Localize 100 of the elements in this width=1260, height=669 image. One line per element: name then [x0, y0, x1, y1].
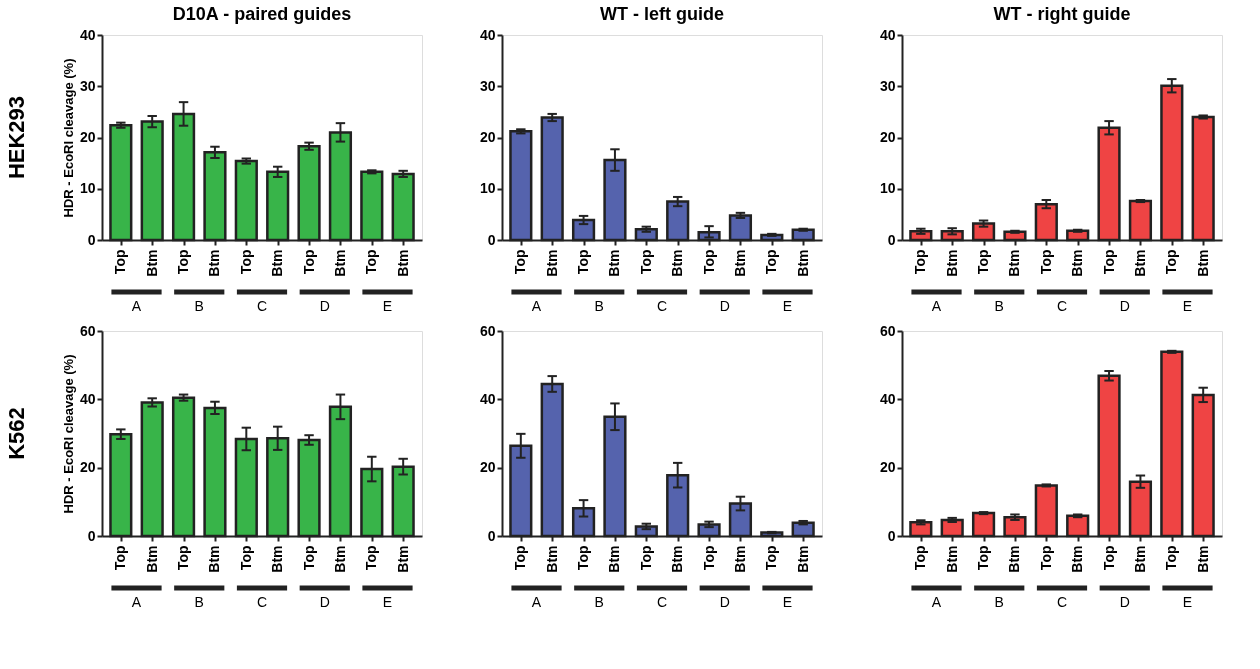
y-tick-label: 40: [479, 26, 496, 43]
x-tick-label: Btm: [943, 249, 960, 277]
text: D: [1119, 298, 1130, 314]
x-tick-label: Btm: [394, 545, 411, 573]
text: A: [931, 594, 942, 610]
x-tick-label: Btm: [943, 545, 960, 573]
x-tick-label: Btm: [669, 545, 686, 573]
x-tick-label: Top: [1100, 545, 1117, 571]
y-tick-label: 40: [79, 26, 96, 43]
y-tick-label: 40: [879, 26, 896, 43]
x-tick-label: Btm: [269, 249, 286, 277]
x-tick-label: Btm: [143, 249, 160, 277]
x-tick-label: Top: [637, 545, 654, 571]
y-tick-label: 30: [479, 77, 496, 94]
x-tick-label: Top: [512, 545, 529, 571]
y-tick-label: 10: [479, 180, 496, 197]
x-tick-label: Top: [912, 249, 929, 275]
text: D: [1119, 594, 1130, 610]
y-tick-label: 0: [887, 231, 896, 248]
x-tick-label: Btm: [606, 249, 623, 277]
y-tick-label: 0: [487, 527, 496, 544]
x-tick-label: Top: [763, 545, 780, 571]
text: D: [319, 298, 330, 314]
text: C: [1056, 298, 1068, 314]
text: HEK293: [4, 95, 29, 180]
y-tick-label: 60: [479, 322, 496, 339]
x-tick-label: Top: [1100, 249, 1117, 275]
y-tick-label: 10: [79, 180, 96, 197]
text: C: [656, 594, 668, 610]
y-tick-label: 0: [887, 527, 896, 544]
chart-title: WT - right guide: [993, 4, 1131, 24]
x-tick-label: Btm: [206, 249, 223, 277]
y-tick-label: 30: [879, 77, 896, 94]
x-tick-label: Btm: [543, 545, 560, 573]
y-tick-label: 30: [79, 77, 96, 94]
x-tick-label: Btm: [731, 249, 748, 277]
x-tick-label: Top: [1037, 545, 1054, 571]
x-tick-label: Top: [637, 249, 654, 275]
x-tick-label: Top: [1163, 545, 1180, 571]
y-tick-label: 0: [487, 231, 496, 248]
text: E: [782, 594, 793, 610]
text: E: [1182, 298, 1193, 314]
text: B: [994, 594, 1004, 610]
x-tick-label: Btm: [669, 249, 686, 277]
y-tick-label: 40: [479, 390, 496, 407]
x-tick-label: Btm: [1006, 545, 1023, 573]
text: C: [256, 298, 268, 314]
y-tick-label: 20: [479, 459, 496, 476]
y-axis-title: HDR - EcoRI cleavage (%): [60, 354, 76, 514]
chart-title: WT - left guide: [600, 4, 724, 24]
x-tick-label: Btm: [1069, 545, 1086, 573]
x-tick-label: Top: [1163, 249, 1180, 275]
x-tick-label: Btm: [1131, 249, 1148, 277]
x-tick-label: Top: [512, 249, 529, 275]
text: D: [719, 594, 730, 610]
x-tick-label: Btm: [1194, 249, 1211, 277]
chart-title: D10A - paired guides: [172, 4, 352, 24]
y-tick-label: 0: [87, 231, 96, 248]
text: D: [319, 594, 330, 610]
y-tick-label: 20: [79, 459, 96, 476]
x-tick-label: Top: [363, 249, 380, 275]
y-tick-label: 40: [79, 390, 96, 407]
x-tick-label: Top: [175, 249, 192, 275]
text: A: [931, 298, 942, 314]
text: B: [194, 298, 204, 314]
text: E: [382, 298, 393, 314]
x-tick-label: Top: [112, 545, 129, 571]
x-tick-label: Top: [237, 249, 254, 275]
x-tick-label: Btm: [543, 249, 560, 277]
x-tick-label: Btm: [394, 249, 411, 277]
text: A: [531, 298, 542, 314]
x-tick-label: Top: [575, 249, 592, 275]
x-tick-label: Top: [363, 545, 380, 571]
y-tick-label: 60: [879, 322, 896, 339]
text: B: [194, 594, 204, 610]
x-tick-label: Top: [112, 249, 129, 275]
y-tick-label: 10: [879, 180, 896, 197]
x-tick-label: Top: [975, 545, 992, 571]
x-tick-label: Btm: [206, 545, 223, 573]
x-tick-label: Btm: [1006, 249, 1023, 277]
text: A: [131, 298, 142, 314]
y-tick-label: 20: [79, 129, 96, 145]
y-tick-label: 20: [879, 459, 896, 476]
text: A: [531, 594, 542, 610]
text: K562: [4, 407, 29, 460]
x-tick-label: Top: [975, 249, 992, 275]
y-axis-title: HDR - EcoRI cleavage (%): [60, 58, 76, 218]
x-tick-label: Btm: [794, 249, 811, 277]
text: C: [256, 594, 268, 610]
y-tick-label: 40: [879, 390, 896, 407]
x-tick-label: Top: [300, 545, 317, 571]
x-tick-label: Top: [912, 545, 929, 571]
x-tick-label: Btm: [143, 545, 160, 573]
x-tick-label: Top: [700, 249, 717, 275]
x-tick-label: Top: [1037, 249, 1054, 275]
x-tick-label: Btm: [331, 249, 348, 277]
x-tick-label: Btm: [731, 545, 748, 573]
x-tick-label: Top: [575, 545, 592, 571]
x-tick-label: Top: [300, 249, 317, 275]
text: C: [1056, 594, 1068, 610]
